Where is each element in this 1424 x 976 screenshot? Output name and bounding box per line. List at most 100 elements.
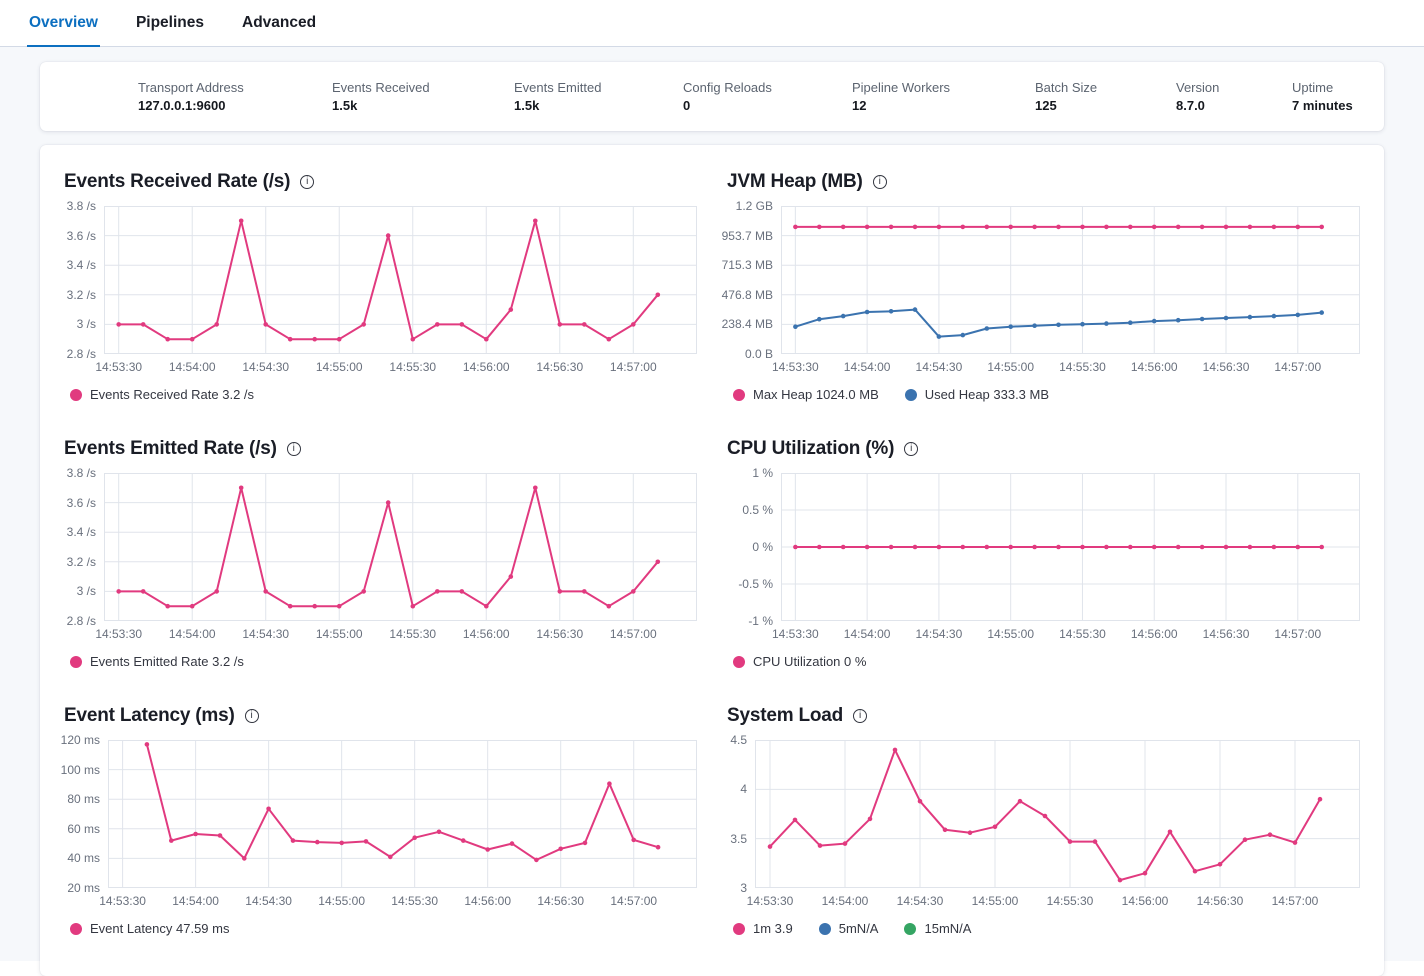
- legend-label: 1m 3.9: [753, 921, 793, 936]
- x-tick-label: 14:56:00: [462, 360, 510, 374]
- y-axis: 120 ms 100 ms 80 ms 60 ms 40 ms 20 ms: [60, 733, 108, 895]
- x-tick-label: 14:54:00: [168, 360, 216, 374]
- info-icon[interactable]: i: [853, 709, 868, 723]
- x-tick-label: 14:53:30: [746, 894, 794, 908]
- x-tick-label: 14:55:00: [987, 627, 1035, 641]
- x-tick-label: 14:54:00: [821, 894, 869, 908]
- summary-events-emitted: Events Emitted 1.5k: [514, 80, 683, 113]
- legend-item[interactable]: Events Received Rate 3.2 /s: [70, 387, 254, 402]
- jvm-heap-plot: [781, 206, 1360, 354]
- x-axis: 14:53:30 14:54:00 14:54:30 14:55:00 14:55:30…: [99, 894, 697, 910]
- tab-advanced[interactable]: Advanced: [240, 0, 318, 46]
- legend-item[interactable]: Event Latency 47.59 ms: [70, 921, 229, 936]
- x-tick-label: 14:54:30: [915, 360, 963, 374]
- legend-dot-icon: [818, 922, 831, 935]
- x-tick-label: 14:55:30: [389, 627, 437, 641]
- tab-overview[interactable]: Overview: [27, 0, 100, 47]
- cpu-utilization-body: 1 % 0.5 % 0 % -0.5 % -1 %: [727, 466, 1360, 628]
- x-tick-label: 14:57:00: [610, 894, 658, 908]
- legend-item[interactable]: Max Heap 1024.0 MB: [733, 387, 879, 402]
- y-tick-label: 3.4 /s: [66, 258, 96, 273]
- y-tick-label: -1 %: [748, 614, 773, 628]
- system-load-canvas: [755, 740, 1360, 888]
- charts-grid: Events Received Rate (/s) i 3.8 /s 3.6 /s 3.…: [60, 171, 1360, 936]
- x-tick-label: 14:53:30: [95, 360, 143, 374]
- chart-events-received-rate: Events Received Rate (/s) i 3.8 /s 3.6 /s 3.…: [64, 171, 697, 402]
- y-tick-label: 4.5: [730, 733, 747, 747]
- y-tick-label: 476.8 MB: [721, 287, 773, 302]
- y-tick-label: 100 ms: [60, 762, 100, 777]
- events-emitted-rate-canvas: [104, 473, 697, 621]
- x-tick-label: 14:53:30: [95, 627, 143, 641]
- y-tick-label: 0 %: [752, 540, 773, 554]
- legend-item[interactable]: CPU Utilization 0 %: [733, 654, 866, 669]
- summary-label: Events Emitted: [514, 80, 602, 95]
- y-tick-label: 0.5 %: [742, 503, 773, 517]
- events-received-rate-plot: [104, 206, 697, 354]
- charts-panel: Events Received Rate (/s) i 3.8 /s 3.6 /s 3.…: [40, 145, 1384, 976]
- x-tick-label: 14:54:00: [172, 894, 219, 908]
- summary-pipeline-workers: Pipeline Workers 12: [852, 80, 1035, 113]
- info-icon[interactable]: i: [904, 442, 919, 456]
- legend-dot-icon: [70, 922, 82, 935]
- summary-value: 12: [852, 98, 867, 113]
- y-tick-label: 20 ms: [67, 881, 100, 895]
- chart-cpu-utilization: CPU Utilization (%) i 1 % 0.5 % 0 % -0.5 % -1 …: [727, 438, 1360, 669]
- x-tick-label: 14:56:00: [1121, 894, 1169, 908]
- legend-item[interactable]: 15mN/A: [904, 921, 971, 936]
- y-tick-label: 40 ms: [67, 851, 100, 866]
- x-axis: 14:53:30 14:54:00 14:54:30 14:55:00 14:55:30…: [95, 360, 697, 376]
- y-tick-label: 1.2 GB: [735, 199, 773, 213]
- legend-label: Max Heap 1024.0 MB: [753, 387, 879, 402]
- tab-pipelines[interactable]: Pipelines: [134, 0, 206, 46]
- y-axis: 4.5 4 3.5 3: [727, 733, 755, 895]
- events-received-rate-legend: Events Received Rate 3.2 /s: [64, 387, 697, 402]
- info-icon[interactable]: i: [286, 442, 301, 456]
- legend-item[interactable]: 5mN/A: [818, 921, 878, 936]
- x-tick-label: 14:55:00: [315, 360, 363, 374]
- legend-item[interactable]: Events Emitted Rate 3.2 /s: [70, 654, 244, 669]
- x-tick-label: 14:54:30: [242, 627, 290, 641]
- legend-dot-icon: [733, 655, 745, 668]
- x-tick-label: 14:56:30: [537, 894, 585, 908]
- y-tick-label: 3.8 /s: [66, 466, 96, 480]
- chart-event-latency: Event Latency (ms) i 120 ms 100 ms 80 ms 60 m…: [60, 705, 697, 936]
- y-tick-label: 3.8 /s: [66, 199, 96, 213]
- legend-item[interactable]: 1m 3.9: [733, 921, 793, 936]
- y-tick-label: 80 ms: [67, 792, 100, 807]
- y-tick-label: 4: [740, 782, 747, 797]
- y-tick-label: 715.3 MB: [721, 258, 773, 273]
- events-emitted-rate-header: Events Emitted Rate (/s) i: [64, 438, 697, 460]
- legend-dot-icon: [70, 655, 82, 668]
- x-tick-label: 14:54:30: [915, 627, 963, 641]
- y-tick-label: 60 ms: [67, 821, 100, 836]
- y-tick-label: 3.5: [730, 831, 747, 846]
- info-icon[interactable]: i: [244, 709, 259, 723]
- x-tick-label: 14:56:30: [536, 627, 584, 641]
- cpu-utilization-canvas: [781, 473, 1360, 621]
- y-tick-label: 3 /s: [76, 317, 96, 332]
- x-tick-label: 14:54:00: [843, 360, 891, 374]
- legend-label: Events Emitted Rate 3.2 /s: [90, 654, 244, 669]
- legend-item[interactable]: Used Heap 333.3 MB: [904, 387, 1049, 402]
- x-tick-label: 14:54:30: [245, 894, 292, 908]
- summary-batch-size: Batch Size 125: [1035, 80, 1176, 113]
- jvm-heap-header: JVM Heap (MB) i: [727, 171, 1360, 193]
- info-icon[interactable]: i: [300, 175, 315, 189]
- x-tick-label: 14:55:30: [391, 894, 439, 908]
- summary-value: 0: [683, 98, 691, 113]
- info-icon[interactable]: i: [872, 175, 887, 189]
- jvm-heap-canvas: [781, 206, 1360, 354]
- x-tick-label: 14:57:00: [1274, 627, 1322, 641]
- x-tick-label: 14:53:30: [771, 360, 819, 374]
- x-tick-label: 14:55:30: [1059, 360, 1106, 374]
- x-tick-label: 14:56:00: [462, 627, 510, 641]
- y-tick-label: 1 %: [752, 466, 773, 480]
- x-tick-label: 14:57:00: [609, 627, 657, 641]
- summary-version: Version 8.7.0: [1176, 80, 1292, 113]
- y-tick-label: 3.6 /s: [66, 495, 96, 510]
- summary-value: 127.0.0.1:9600: [138, 98, 226, 113]
- x-axis: 14:53:30 14:54:00 14:54:30 14:55:00 14:55:30…: [772, 627, 1360, 643]
- summary-events-received: Events Received 1.5k: [332, 80, 514, 113]
- summary-label: Pipeline Workers: [852, 80, 951, 95]
